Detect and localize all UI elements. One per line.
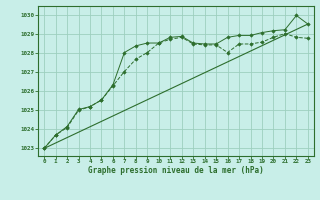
X-axis label: Graphe pression niveau de la mer (hPa): Graphe pression niveau de la mer (hPa) xyxy=(88,166,264,175)
